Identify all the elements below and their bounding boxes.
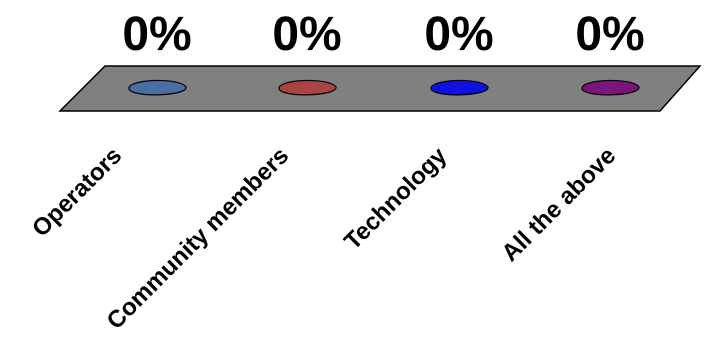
data-label-technology: 0%	[424, 8, 493, 61]
data-label-all-the-above: 0%	[575, 8, 644, 61]
bar-operators	[128, 79, 187, 96]
category-label-operators: Operators	[27, 142, 127, 242]
bar-all-the-above	[581, 79, 640, 96]
category-label-all-the-above: All the above	[497, 142, 622, 267]
data-label-community-members: 0%	[272, 8, 341, 61]
chart-floor	[58, 65, 702, 112]
category-label-technology: Technology	[339, 142, 453, 256]
bar-technology	[430, 79, 489, 96]
chart-marks: 0% Operators 0% Community members 0% Technolo…	[27, 8, 645, 335]
data-label-operators: 0%	[122, 8, 191, 61]
category-label-community-members: Community members	[102, 142, 295, 335]
bar-community-members	[278, 79, 337, 96]
